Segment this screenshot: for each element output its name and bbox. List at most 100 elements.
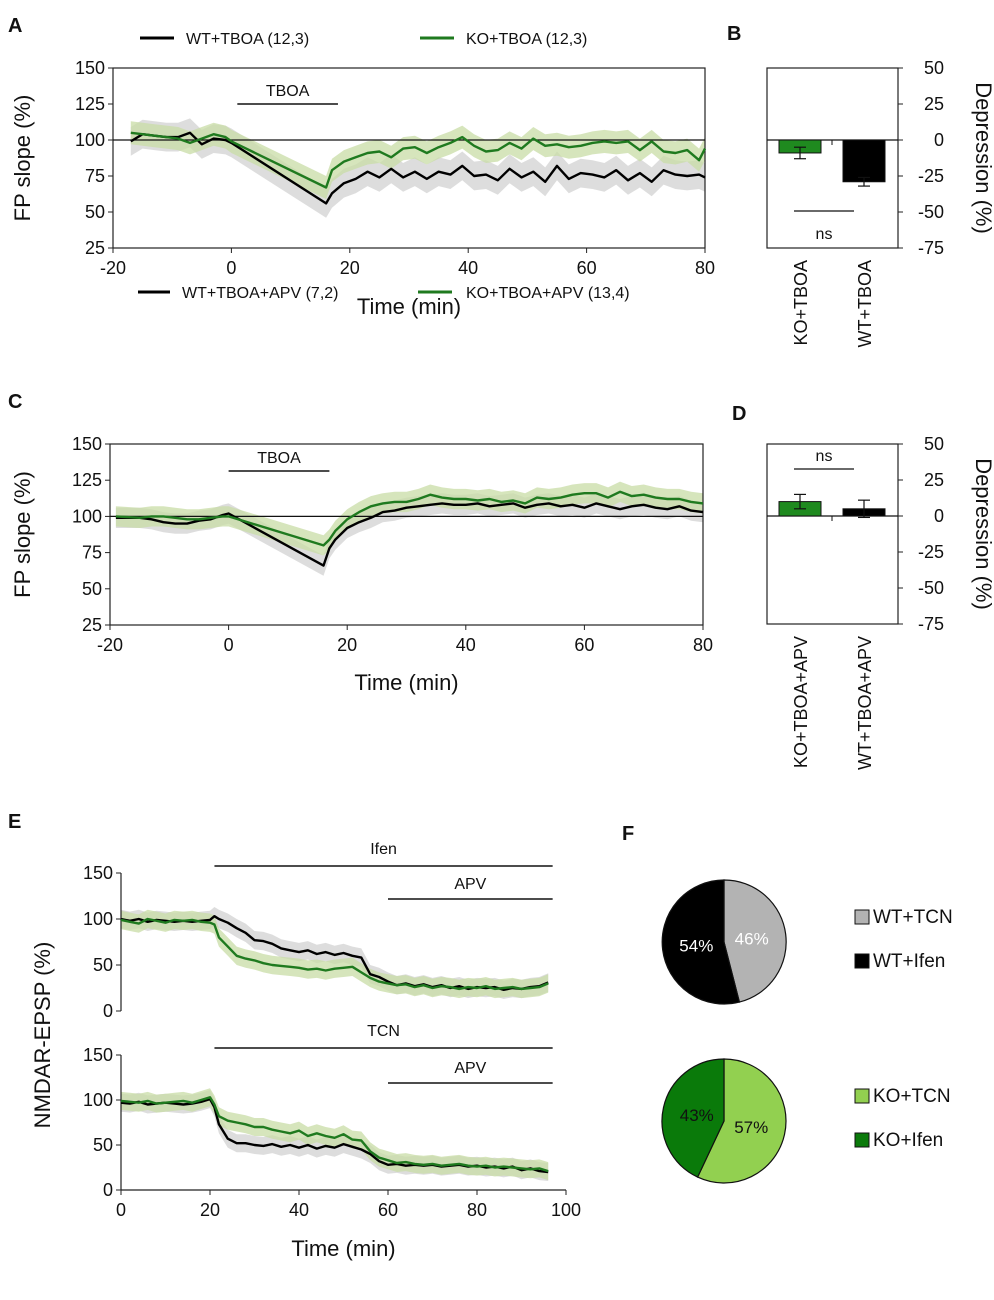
x-tick-label: 40 — [458, 258, 478, 278]
y-tick-label: 100 — [75, 130, 105, 150]
x-tick-label: 0 — [116, 1200, 126, 1220]
y-tick-label: 100 — [72, 506, 102, 526]
y-tick-label: 50 — [924, 434, 944, 454]
series-line-wt — [130, 131, 706, 205]
x-tick-label: 20 — [200, 1200, 220, 1220]
pie-slice-label: 57% — [734, 1118, 768, 1137]
pie-slice-label: 46% — [735, 930, 769, 949]
panel-label-e: E — [8, 811, 21, 833]
y-tick-label: 125 — [75, 94, 105, 114]
x-tick-label: 80 — [695, 258, 715, 278]
legend-label-ko: KO+TBOA (12,3) — [466, 31, 587, 48]
panel-label-c: C — [8, 391, 22, 413]
chart-b: KO+TBOA WT+TBOA ns -75 -50 -25 0 25 50 Depression… — [766, 58, 994, 348]
legend-label: KO+TCN — [873, 1086, 951, 1107]
y-tick-label: -25 — [918, 166, 944, 186]
drug-bar-label: TBOA — [257, 450, 301, 467]
y-tick-label: 150 — [83, 1045, 113, 1065]
y-tick-label: 0 — [934, 130, 944, 150]
y-tick-label: -50 — [918, 202, 944, 222]
pie-slice — [723, 879, 787, 1003]
legend-c: WT+TBOA+APV (7,2) KO+TBOA+APV (13,4) — [138, 285, 630, 302]
x-tick-label: 100 — [551, 1200, 581, 1220]
y-tick-label: 0 — [934, 506, 944, 526]
sem-band — [115, 481, 703, 556]
x-tick-label: 20 — [337, 635, 357, 655]
category-label: KO+TBOA — [791, 260, 811, 346]
y-tick-label: 125 — [72, 470, 102, 490]
panel-label-b: B — [727, 23, 741, 45]
chart-d: KO+TBOA+APV WT+TBOA+APV ns -75 -50 -25 0 25 50 De… — [766, 434, 994, 770]
x-axis-title: Time (min) — [354, 670, 458, 695]
x-tick-label: 20 — [340, 258, 360, 278]
legend-swatch — [854, 953, 870, 969]
x-axis-title: Time (min) — [357, 294, 461, 319]
series-line-ko — [130, 131, 707, 189]
x-tick-label: -20 — [100, 258, 126, 278]
chart-f: 46% WT+TCN 54% WT+Ifen 57% KO+TCN 43% KO+Ifen — [661, 879, 953, 1184]
y-axis-title: Depression (%) — [971, 82, 994, 234]
sem-band — [115, 493, 703, 576]
y-tick-label: 150 — [72, 434, 102, 454]
drug-bar-label: TCN — [367, 1023, 400, 1040]
plot-frame — [766, 67, 899, 249]
y-tick-label: 100 — [83, 909, 113, 929]
pie-slice — [661, 1058, 725, 1178]
x-tick-label: 60 — [577, 258, 597, 278]
y-tick-label: 0 — [103, 1001, 113, 1021]
chart-e: 0 50 100 150 Ifen APV 0 50 100 150 0 20 40 60 80 100 TCN… — [30, 841, 581, 1261]
significance-label: ns — [816, 448, 833, 465]
pie-slice — [661, 879, 741, 1005]
y-tick-label: -75 — [918, 238, 944, 258]
sem-band — [121, 1088, 549, 1181]
y-tick-label: 50 — [93, 955, 113, 975]
sem-band — [130, 121, 706, 199]
legend-label: KO+Ifen — [873, 1130, 943, 1151]
x-tick-label: 80 — [693, 635, 713, 655]
y-tick-label: 50 — [93, 1135, 113, 1155]
plot-frame — [109, 443, 704, 626]
category-label: KO+TBOA+APV — [791, 636, 811, 768]
x-tick-label: 40 — [289, 1200, 309, 1220]
y-tick-label: 25 — [924, 94, 944, 114]
y-axis-title: NMDAR-EPSP (%) — [30, 942, 55, 1129]
y-tick-label: -25 — [918, 542, 944, 562]
x-tick-label: 60 — [378, 1200, 398, 1220]
y-tick-label: 50 — [82, 579, 102, 599]
y-axis-title: FP slope (%) — [10, 95, 35, 222]
bar-wt — [842, 139, 886, 183]
y-axis-title: Depression (%) — [971, 458, 994, 610]
series-line-ko — [120, 917, 549, 991]
x-tick-label: -20 — [97, 635, 123, 655]
x-tick-label: 40 — [456, 635, 476, 655]
x-tick-label: 0 — [226, 258, 236, 278]
legend-label: WT+TCN — [873, 907, 953, 928]
y-tick-label: 50 — [85, 202, 105, 222]
sem-band — [130, 118, 706, 218]
series-line-ko — [115, 490, 704, 547]
panel-label-a: A — [8, 15, 22, 37]
drug-bar-label: APV — [454, 1060, 486, 1077]
plot-frame — [766, 443, 899, 625]
pie-slice-label: 43% — [680, 1106, 714, 1125]
y-tick-label: 50 — [924, 58, 944, 78]
drug-bar-label: APV — [454, 876, 486, 893]
y-tick-label: 25 — [82, 615, 102, 635]
y-tick-label: 150 — [83, 863, 113, 883]
x-axis-title: Time (min) — [291, 1236, 395, 1261]
y-tick-label: 0 — [103, 1180, 113, 1200]
pie-slice — [696, 1058, 787, 1184]
legend-swatch — [854, 909, 870, 925]
legend-swatch — [854, 1132, 870, 1148]
drug-bar-label: Ifen — [370, 841, 397, 858]
panel-label-f: F — [622, 823, 634, 845]
y-tick-label: 100 — [83, 1090, 113, 1110]
y-tick-label: 25 — [85, 238, 105, 258]
legend-swatch — [854, 1088, 870, 1104]
sem-band — [121, 907, 549, 999]
x-tick-label: 80 — [467, 1200, 487, 1220]
y-tick-label: 75 — [82, 543, 102, 563]
drug-bar-label: TBOA — [266, 83, 310, 100]
legend-label-ko: KO+TBOA+APV (13,4) — [466, 285, 630, 302]
